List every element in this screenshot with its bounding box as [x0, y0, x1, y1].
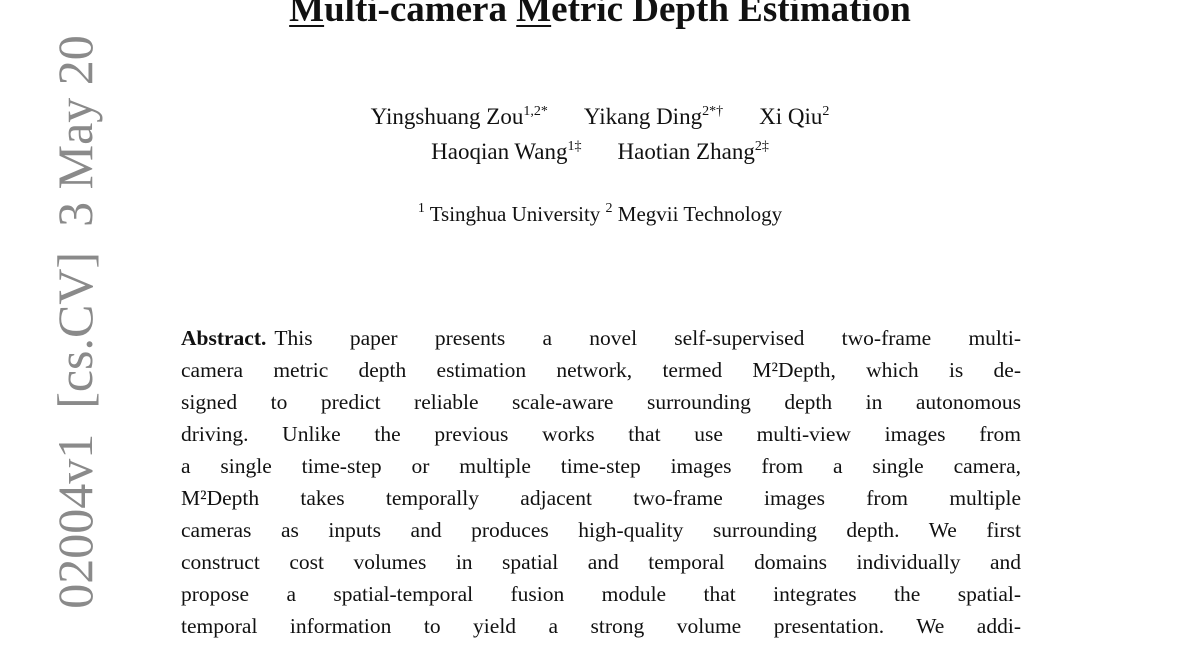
abstract-text: a single time-step or multiple time-step…	[181, 454, 1021, 478]
affiliation-name: Megvii Technology	[617, 202, 783, 226]
author-mark: 2	[822, 104, 830, 119]
abstract-line: cameras as inputs and produces high-qual…	[181, 514, 1021, 546]
abstract-text: M²Depth takes temporally adjacent two-fr…	[181, 486, 1021, 510]
abstract-text: signed to predict reliable scale-aware s…	[181, 390, 1021, 414]
affiliation-name: Tsinghua University	[429, 202, 601, 226]
author-line: Yingshuang Zou1,2* Yikang Ding2*† Xi Qiu2	[0, 104, 1200, 130]
abstract-line: temporal information to yield a strong v…	[181, 610, 1021, 642]
abstract-line: Abstract. This paper presents a novel sel…	[181, 322, 1021, 354]
title-part: ulti-camera	[324, 0, 517, 30]
abstract-text: cameras as inputs and produces high-qual…	[181, 518, 1021, 542]
affiliation-mark: 1	[417, 201, 425, 216]
abstract-text: propose a spatial-temporal fusion module…	[181, 582, 1021, 606]
author: Haoqian Wang1‡	[431, 139, 581, 164]
author-name: Xi Qiu	[759, 104, 823, 129]
abstract-line: propose a spatial-temporal fusion module…	[181, 578, 1021, 610]
author: Yingshuang Zou1,2*	[371, 104, 548, 129]
author-name: Haoqian Wang	[431, 139, 568, 164]
author-name: Yingshuang Zou	[370, 104, 524, 129]
author-line: Haoqian Wang1‡ Haotian Zhang2‡	[0, 139, 1200, 165]
abstract-line: camera metric depth estimation network, …	[181, 354, 1021, 386]
author-name: Yikang Ding	[583, 104, 703, 129]
author-mark: 2*†	[702, 104, 724, 119]
author-name: Haotian Zhang	[617, 139, 755, 164]
title-part: M	[516, 0, 552, 30]
abstract-line: construct cost volumes in spatial and te…	[181, 546, 1021, 578]
abstract-line: a single time-step or multiple time-step…	[181, 450, 1021, 482]
abstract-text: temporal information to yield a strong v…	[181, 614, 1021, 638]
title: Multi-camera Metric Depth Estimation	[0, 0, 1200, 31]
abstract-line: M²Depth takes temporally adjacent two-fr…	[181, 482, 1021, 514]
abstract-text: camera metric depth estimation network, …	[181, 358, 1021, 382]
author: Haotian Zhang2‡	[618, 139, 769, 164]
abstract: Abstract. This paper presents a novel sel…	[181, 322, 1021, 642]
author: Xi Qiu2	[759, 104, 829, 129]
author-mark: 1‡	[567, 139, 582, 154]
abstract-text: This paper presents a novel self-supervi…	[274, 326, 1021, 350]
affiliations: 1 Tsinghua University 2 Megvii Technolog…	[0, 202, 1200, 227]
author: Yikang Ding2*†	[584, 104, 723, 129]
abstract-line: signed to predict reliable scale-aware s…	[181, 386, 1021, 418]
abstract-label: Abstract.	[181, 326, 267, 350]
author-mark: 1,2*	[523, 104, 548, 119]
abstract-line: driving. Unlike the previous works that …	[181, 418, 1021, 450]
abstract-text: construct cost volumes in spatial and te…	[181, 550, 1021, 574]
abstract-text: driving. Unlike the previous works that …	[181, 422, 1021, 446]
author-mark: 2‡	[754, 139, 769, 154]
title-part: etric Depth Estimation	[551, 0, 911, 30]
title-part: M	[289, 0, 325, 30]
affiliation-mark: 2	[605, 201, 613, 216]
